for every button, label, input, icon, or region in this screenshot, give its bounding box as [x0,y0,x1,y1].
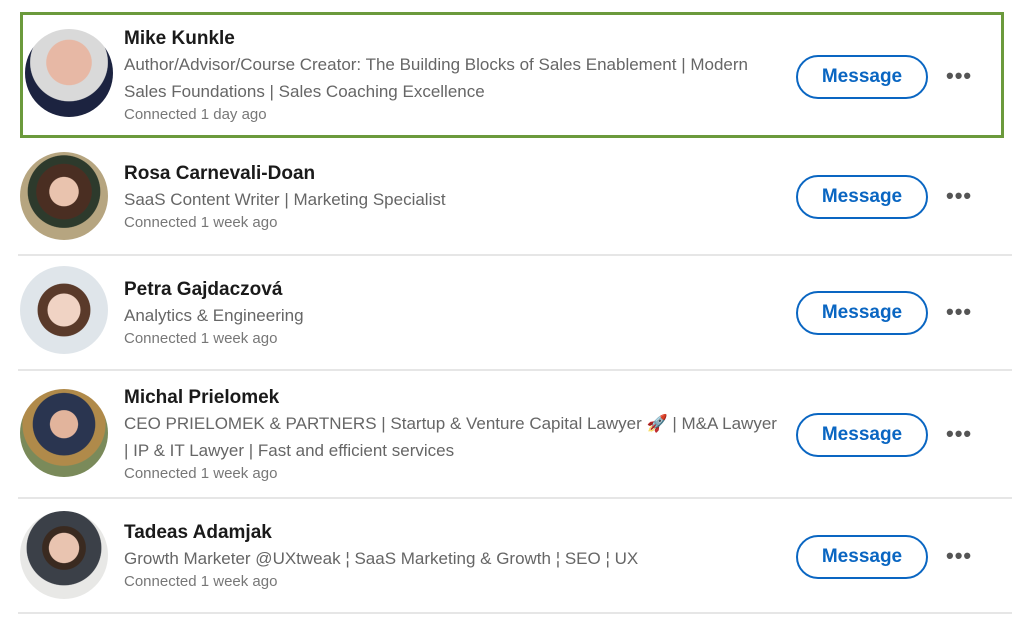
message-button[interactable]: Message [796,413,928,457]
connection-row: Mike Kunkle Author/Advisor/Course Creato… [20,12,1004,138]
connection-headline: CEO PRIELOMEK & PARTNERS | Startup & Ven… [124,414,777,460]
connection-time: Connected 1 week ago [124,330,278,347]
message-button[interactable]: Message [796,175,928,219]
ellipsis-icon[interactable]: ••• [946,421,973,446]
connection-name[interactable]: Petra Gajdaczová [124,279,283,300]
connection-headline: Analytics & Engineering [124,306,304,325]
ellipsis-icon[interactable]: ••• [946,183,973,208]
connection-time: Connected 1 week ago [124,465,278,482]
connection-headline: Growth Marketer @UXtweak ¦ SaaS Marketin… [124,549,639,568]
connection-name[interactable]: Mike Kunkle [124,28,235,49]
ellipsis-icon[interactable]: ••• [946,543,973,568]
avatar[interactable] [20,389,108,477]
connection-row: Michal Prielomek CEO PRIELOMEK & PARTNER… [18,371,1012,499]
message-button[interactable]: Message [796,535,928,579]
avatar[interactable] [25,29,113,117]
avatar[interactable] [20,266,108,354]
connection-headline: Author/Advisor/Course Creator: The Build… [124,55,748,101]
connection-time: Connected 1 week ago [124,573,278,590]
connection-time: Connected 1 week ago [124,214,278,231]
message-button[interactable]: Message [796,291,928,335]
connection-name[interactable]: Tadeas Adamjak [124,522,272,543]
ellipsis-icon[interactable]: ••• [946,63,973,88]
connection-name[interactable]: Michal Prielomek [124,387,280,408]
connection-row: Tadeas Adamjak Growth Marketer @UXtweak … [18,499,1012,614]
avatar[interactable] [20,511,108,599]
message-button[interactable]: Message [796,55,928,99]
connection-row: Rosa Carnevali-Doan SaaS Content Writer … [18,140,1012,256]
connection-row: Petra Gajdaczová Analytics & Engineering… [18,256,1012,371]
connection-name[interactable]: Rosa Carnevali-Doan [124,163,316,184]
connection-time: Connected 1 day ago [124,106,267,123]
avatar[interactable] [20,152,108,240]
ellipsis-icon[interactable]: ••• [946,299,973,324]
connection-headline: SaaS Content Writer | Marketing Speciali… [124,190,446,209]
